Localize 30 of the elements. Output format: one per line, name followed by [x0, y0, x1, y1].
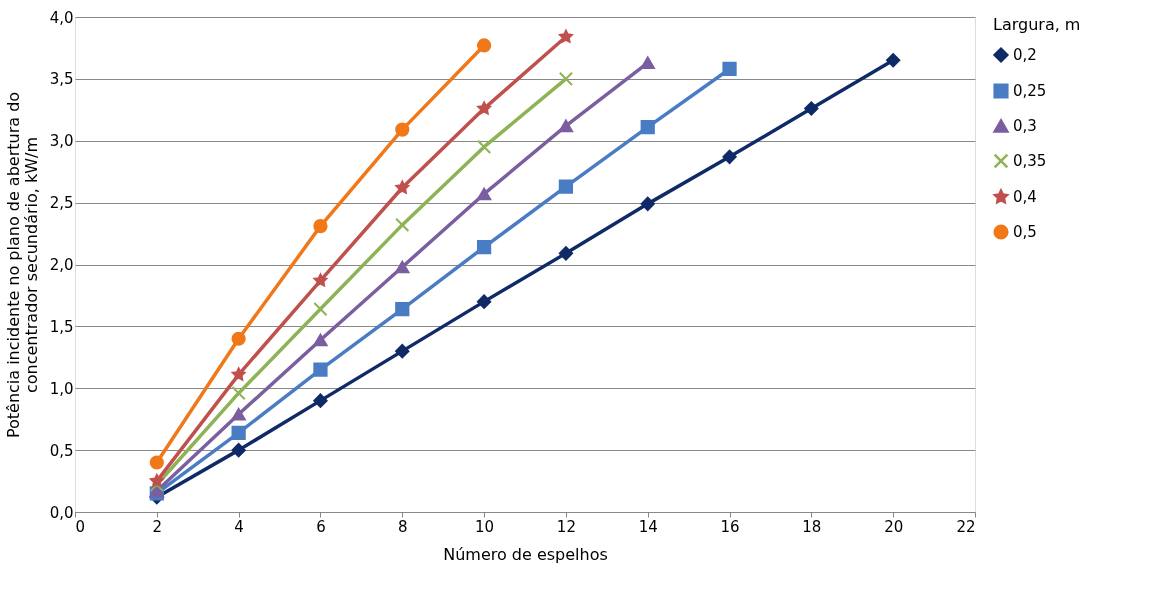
- x-tick-label: 18: [802, 517, 822, 536]
- legend-label: 0,3: [1013, 117, 1037, 135]
- legend-title: Largura, m: [993, 15, 1081, 34]
- x-tick-label: 6: [316, 517, 326, 536]
- y-tick-label: 1,0: [49, 379, 74, 398]
- y-tick-label: 0,0: [49, 503, 74, 522]
- x-tick-label: 20: [884, 517, 904, 536]
- y-tick-label: 1,5: [49, 317, 74, 336]
- x-tick-label: 0: [75, 517, 86, 536]
- x-tick-label: 2: [152, 517, 163, 536]
- x-tick-label: 4: [234, 517, 244, 536]
- x-tick-label: 12: [556, 517, 576, 536]
- legend-label: 0,4: [1013, 188, 1037, 206]
- legend-label: 0,35: [1013, 152, 1047, 170]
- x-tick-label: 8: [398, 517, 408, 536]
- x-tick-label: 10: [475, 517, 495, 536]
- legend-label: 0,25: [1013, 82, 1047, 100]
- y-axis-title: Potência incidente no plano de abertura do concentrador secundário, kW/m: [3, 91, 41, 439]
- x-axis-title: Número de espelhos: [443, 544, 608, 564]
- x-tick-label: 22: [956, 517, 976, 536]
- x-tick-label: 14: [638, 517, 658, 536]
- y-tick-label: 2,5: [49, 194, 74, 213]
- y-tick-label: 4,0: [49, 8, 74, 27]
- y-tick-label: 2,0: [49, 256, 74, 274]
- y-tick-label: 0,5: [49, 441, 74, 460]
- legend-label: 0,5: [1013, 223, 1037, 241]
- y-tick-label: 3,5: [49, 70, 74, 89]
- y-tick-label: 3,0: [49, 132, 74, 151]
- legend-label: 0,2: [1013, 46, 1037, 64]
- x-tick-label: 16: [720, 517, 740, 536]
